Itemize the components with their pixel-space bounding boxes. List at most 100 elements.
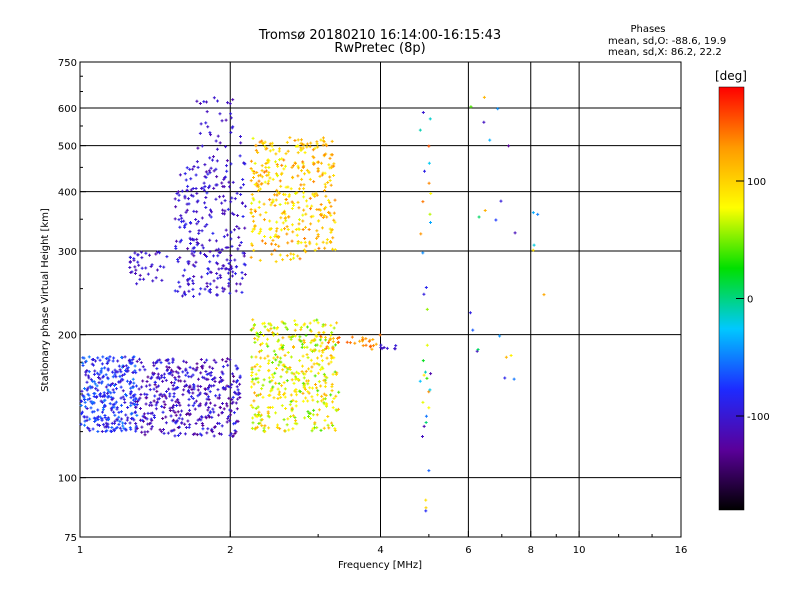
- data-point: [254, 407, 258, 411]
- data-point: [128, 255, 132, 259]
- data-point: [107, 358, 111, 362]
- data-point: [278, 360, 282, 364]
- data-point: [81, 356, 85, 360]
- data-point: [311, 148, 315, 152]
- data-point: [284, 216, 288, 220]
- data-point: [119, 396, 123, 400]
- data-point: [186, 279, 190, 283]
- x-tick-label: 4: [377, 545, 383, 556]
- data-point: [276, 397, 280, 401]
- data-point: [282, 363, 286, 367]
- data-point: [212, 434, 216, 438]
- data-point: [378, 333, 382, 337]
- data-point: [225, 258, 229, 262]
- data-point: [112, 390, 116, 394]
- data-point: [275, 163, 279, 167]
- data-point: [149, 417, 153, 421]
- data-point: [289, 355, 293, 359]
- data-point: [228, 291, 232, 295]
- data-point: [240, 271, 244, 275]
- data-point: [184, 383, 188, 387]
- data-point: [283, 322, 287, 326]
- data-point: [161, 417, 165, 421]
- data-point: [229, 432, 233, 436]
- data-point: [291, 398, 295, 402]
- data-point: [208, 365, 212, 369]
- data-point: [175, 191, 179, 195]
- data-point: [202, 188, 206, 192]
- data-point: [319, 213, 323, 217]
- data-point: [233, 429, 237, 433]
- data-point: [228, 419, 232, 423]
- data-point: [225, 404, 229, 408]
- data-point: [152, 364, 156, 368]
- data-point: [270, 144, 274, 148]
- data-point: [113, 402, 117, 406]
- data-point: [171, 384, 175, 388]
- data-point: [286, 215, 290, 219]
- data-point: [139, 250, 143, 254]
- data-point: [296, 151, 300, 155]
- data-point: [230, 244, 234, 248]
- data-point: [291, 334, 295, 338]
- data-point: [310, 395, 314, 399]
- data-point: [96, 423, 100, 427]
- data-point: [319, 138, 323, 142]
- data-point: [228, 408, 232, 412]
- data-point: [542, 293, 546, 297]
- data-point: [108, 355, 112, 359]
- data-point: [291, 345, 295, 349]
- data-point: [294, 227, 298, 231]
- data-point: [96, 388, 100, 392]
- data-point: [425, 376, 429, 380]
- data-point: [231, 98, 235, 102]
- data-point: [171, 429, 175, 433]
- data-point: [98, 358, 102, 362]
- data-point: [103, 404, 107, 408]
- data-point: [173, 197, 177, 201]
- data-point: [302, 248, 306, 252]
- data-point: [145, 417, 149, 421]
- data-point: [188, 412, 192, 416]
- data-point: [205, 100, 209, 104]
- data-point: [156, 358, 160, 362]
- data-point: [312, 362, 316, 366]
- data-point: [135, 426, 139, 430]
- data-point: [279, 356, 283, 360]
- data-point: [260, 164, 264, 168]
- data-point: [203, 287, 207, 291]
- data-point: [206, 172, 210, 176]
- data-point: [199, 371, 203, 375]
- data-point: [329, 323, 333, 327]
- data-point: [496, 107, 500, 111]
- data-point: [85, 418, 89, 422]
- data-point: [317, 349, 321, 353]
- data-point: [102, 391, 106, 395]
- data-point: [80, 412, 84, 416]
- data-point: [111, 403, 115, 407]
- data-point: [84, 359, 88, 363]
- data-point: [475, 349, 479, 353]
- data-point: [221, 264, 225, 268]
- data-point: [208, 282, 212, 286]
- data-point: [253, 365, 257, 369]
- data-point: [160, 278, 164, 282]
- data-point: [330, 356, 334, 360]
- data-point: [214, 183, 218, 187]
- data-point: [253, 182, 257, 186]
- data-point: [113, 368, 117, 372]
- data-point: [151, 371, 155, 375]
- data-point: [313, 421, 317, 425]
- data-point: [148, 383, 152, 387]
- data-point: [185, 189, 189, 193]
- data-point: [129, 391, 133, 395]
- data-point: [331, 336, 335, 340]
- data-point: [274, 411, 278, 415]
- data-point: [256, 338, 260, 342]
- data-point: [89, 378, 93, 382]
- data-point: [325, 215, 329, 219]
- data-point: [291, 427, 295, 431]
- data-point: [421, 359, 425, 363]
- data-point: [260, 139, 264, 143]
- data-point: [302, 195, 306, 199]
